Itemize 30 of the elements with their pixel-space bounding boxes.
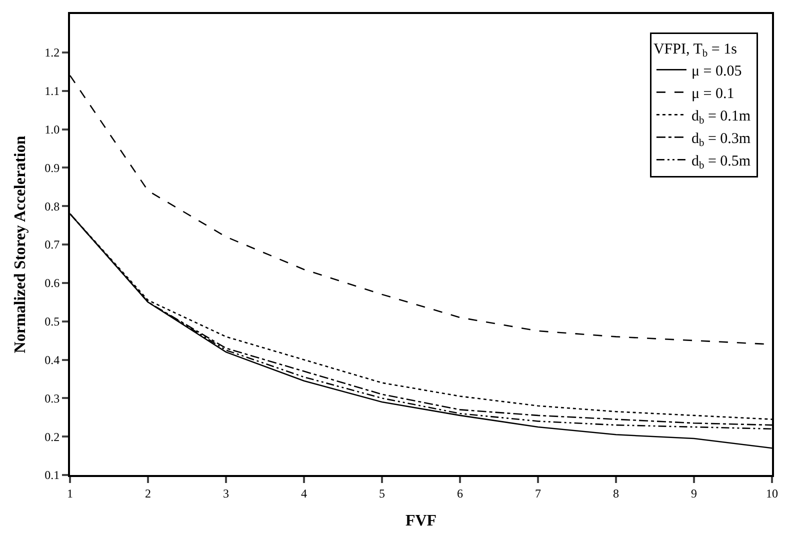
x-axis-title: FVF [405,512,437,530]
y-tick-label: 0.6 [44,276,60,290]
x-tick-label: 2 [145,486,151,500]
legend-title: VFPI, T$_{b}$ = 1s [653,41,738,60]
legend-label: d$_{b}$ = 0.5m [691,154,751,172]
y-tick-label: 0.4 [44,352,60,367]
legend-label: d$_{b}$ = 0.1m [691,108,751,127]
x-tick-label: 3 [223,486,229,500]
x-tick-label: 6 [457,486,463,500]
x-tick-label: 5 [379,486,385,500]
y-tick-label: 0.3 [44,391,60,406]
y-tick-label: 1.1 [44,84,60,98]
x-tick-label: 8 [613,486,619,500]
y-tick-label: 0.9 [44,160,60,175]
y-tick-label: 0.5 [44,314,60,329]
x-tick-label: 1 [67,486,73,500]
y-tick-label: 1.0 [44,122,60,136]
x-tick-label: 4 [301,486,307,500]
legend-label: d$_{b}$ = 0.3m [691,131,751,150]
x-tick-label: 9 [691,486,697,500]
legend-label: μ = 0.05 [691,64,742,80]
y-tick-label: 0.8 [44,199,60,214]
x-tick-label: 7 [535,486,541,500]
y-tick-label: 1.2 [44,46,60,60]
x-tick-label: 10 [766,486,778,500]
y-tick-label: 0.7 [44,238,60,252]
legend-label: μ = 0.1 [691,86,734,102]
y-tick-label: 0.2 [44,430,60,444]
y-tick-label: 0.1 [44,468,60,482]
y-axis-title: Normalized Storey Acceleration [12,136,29,354]
